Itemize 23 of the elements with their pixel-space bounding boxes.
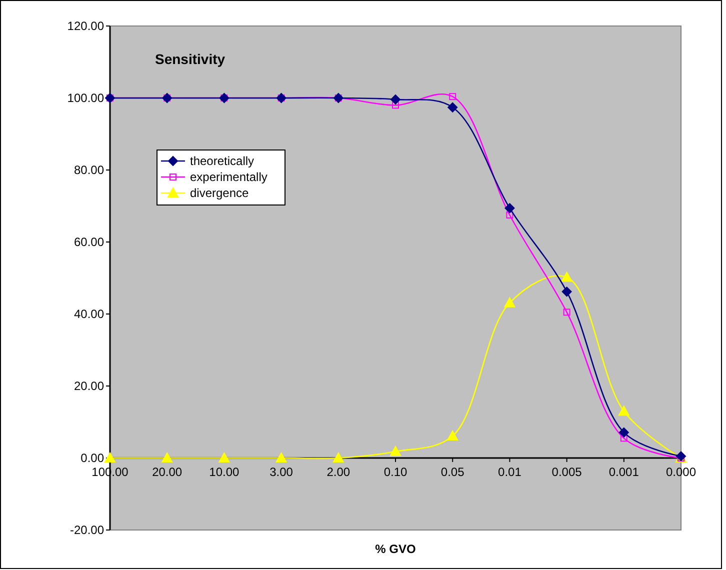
legend-label: theoretically	[190, 154, 254, 168]
legend-label: divergence	[190, 186, 250, 200]
x-tick-label: 2.00	[326, 465, 350, 479]
x-tick-label: 3.00	[270, 465, 294, 479]
y-tick-label: 40.00	[74, 307, 104, 322]
x-tick-label: 0.001	[608, 465, 640, 479]
y-tick-label: 20.00	[74, 379, 104, 394]
x-tick-label: 0.005	[552, 465, 582, 479]
text: Sensitivity	[155, 51, 226, 67]
x-tick-label: 0.05	[440, 465, 465, 479]
x-axis-title: % GVO	[375, 542, 416, 556]
legend-label: experimentally	[190, 170, 268, 184]
y-tick-label: 100.00	[67, 91, 104, 106]
y-tick-label: 60.00	[74, 235, 104, 250]
x-tick-label: 20.00	[152, 465, 182, 479]
y-tick-label: -20.00	[70, 523, 104, 538]
x-tick-label: 10.00	[209, 465, 240, 479]
y-tick-label: 120.00	[67, 19, 104, 34]
x-tick-label: 0.01	[498, 465, 522, 479]
y-tick-label: 0.00	[80, 451, 104, 466]
y-tick-label: 80.00	[74, 163, 104, 178]
x-tick-label: 0.10	[384, 465, 408, 479]
x-tick-label: 0.000	[666, 465, 696, 479]
